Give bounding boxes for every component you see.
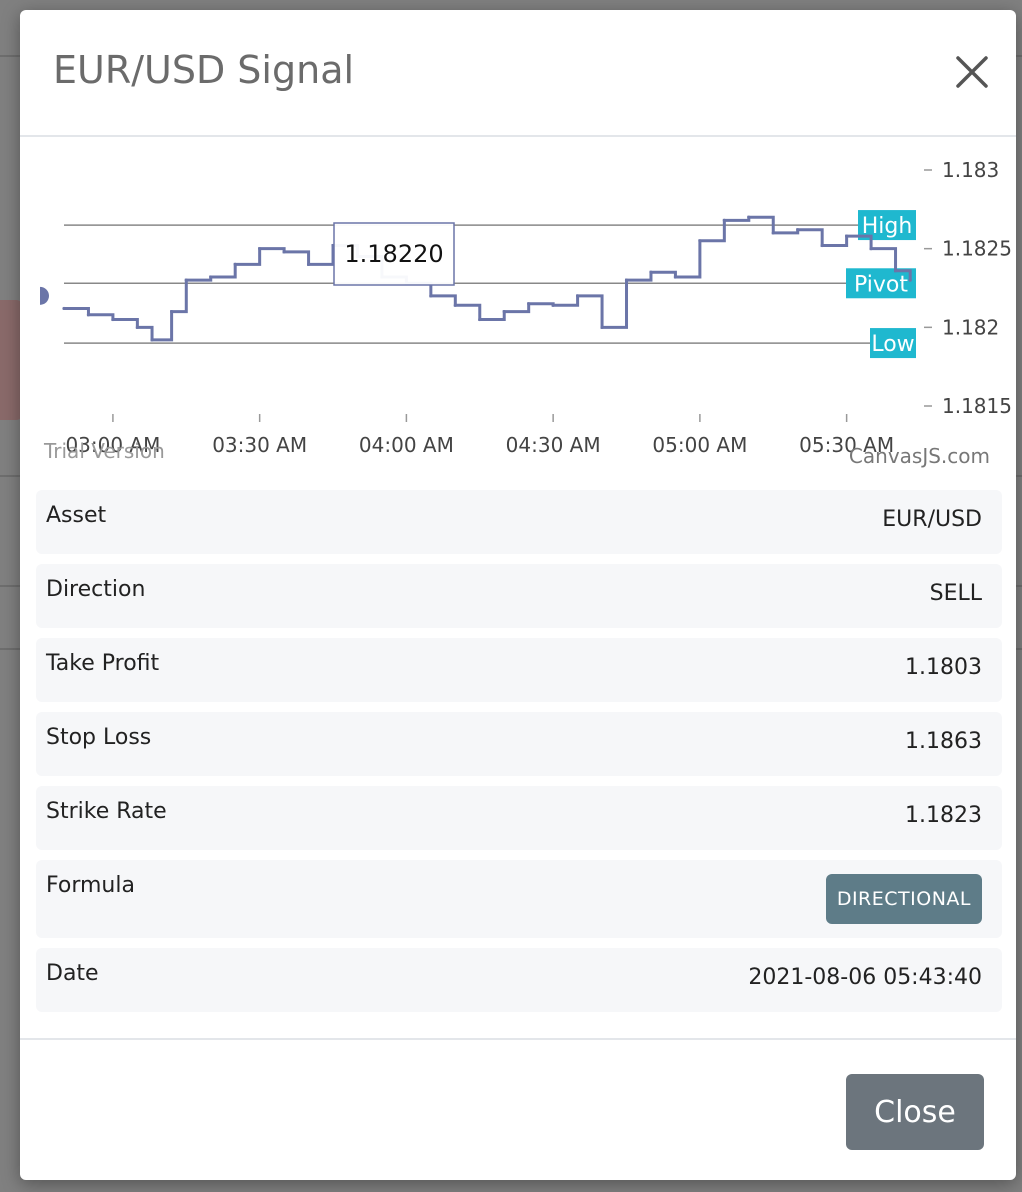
x-tick-label: 05:30 AM xyxy=(799,433,894,457)
chart-svg: 1.183 1.1825 1.182 1.1815 03:00 AM 03:30 AM 04… xyxy=(40,158,1012,468)
detail-value: 1.1823 xyxy=(905,803,982,828)
detail-label: Take Profit xyxy=(46,651,160,676)
guide-label-bg xyxy=(870,328,916,359)
y-tick-label: 1.1825 xyxy=(942,237,1012,261)
detail-row: Date 2021-08-06 05:43:40 xyxy=(36,948,1002,1012)
price-point xyxy=(771,231,775,235)
price-point xyxy=(150,338,154,342)
price-point xyxy=(527,302,531,306)
price-point xyxy=(673,275,678,279)
price-point xyxy=(649,270,653,274)
price-point xyxy=(209,275,213,279)
price-point xyxy=(869,247,873,251)
price-point xyxy=(551,303,555,307)
price-series-line xyxy=(64,215,912,342)
detail-label: Direction xyxy=(46,577,146,602)
highlight-point xyxy=(40,286,49,305)
price-point xyxy=(306,262,311,266)
price-point xyxy=(478,317,482,322)
price-chart: 1.183 1.1825 1.182 1.1815 03:00 AM 03:30 AM 04… xyxy=(40,150,1020,480)
price-point xyxy=(893,269,898,273)
detail-row: Direction SELL xyxy=(36,564,1002,628)
price-point xyxy=(502,310,506,314)
price-point xyxy=(845,234,849,238)
detail-row: Asset EUR/USD xyxy=(36,490,1002,554)
price-point xyxy=(62,306,66,311)
modal-footer: Close xyxy=(20,1038,1016,1182)
signal-details: Asset EUR/USD Direction SELL Take Profit 1.18… xyxy=(36,490,1002,1022)
detail-value: SELL xyxy=(929,581,982,606)
detail-label: Date xyxy=(46,961,99,986)
price-point xyxy=(796,228,800,232)
price-point xyxy=(722,218,726,222)
close-icon[interactable] xyxy=(950,50,994,94)
x-tick-label: 03:30 AM xyxy=(212,433,307,457)
x-tick-label: 04:00 AM xyxy=(359,433,454,457)
price-point xyxy=(429,294,433,298)
price-point xyxy=(170,310,174,314)
guide-label-pivot: Pivot xyxy=(854,272,908,297)
detail-value: 1.1803 xyxy=(905,655,982,680)
formula-badge: DIRECTIONAL xyxy=(825,874,982,924)
tooltip-box xyxy=(333,222,455,286)
price-point xyxy=(747,215,751,219)
detail-value: EUR/USD xyxy=(882,507,982,532)
watermark-canvasjs: CanvasJS.com xyxy=(849,444,990,468)
price-point xyxy=(576,294,580,298)
detail-row: Stop Loss 1.1863 xyxy=(36,712,1002,776)
y-tick-label: 1.182 xyxy=(942,315,999,339)
detail-value: 1.1863 xyxy=(905,729,982,754)
price-point xyxy=(453,303,457,307)
detail-value: 2021-08-06 05:43:40 xyxy=(748,965,982,990)
detail-label: Strike Rate xyxy=(46,799,167,824)
signal-modal: EUR/USD Signal 1.183 1.1825 1.182 1.1815 03:… xyxy=(20,10,1016,1180)
modal-title: EUR/USD Signal xyxy=(53,48,355,92)
y-tick-label: 1.1815 xyxy=(942,394,1012,418)
detail-label: Stop Loss xyxy=(46,725,152,750)
detail-label: Formula xyxy=(46,873,135,898)
price-point xyxy=(111,317,115,322)
modal-header: EUR/USD Signal xyxy=(20,10,1016,137)
x-tick-label: 05:00 AM xyxy=(652,433,747,457)
price-point xyxy=(820,243,824,248)
price-point xyxy=(184,278,188,282)
detail-label: Asset xyxy=(46,503,107,528)
tooltip-value: 1.18220 xyxy=(344,240,443,268)
detail-row: Formula DIRECTIONAL xyxy=(36,860,1002,938)
price-point xyxy=(86,313,91,317)
price-point xyxy=(282,250,286,254)
price-point xyxy=(698,239,702,243)
x-tick-label: 04:30 AM xyxy=(506,433,601,457)
price-point xyxy=(600,325,604,329)
price-point xyxy=(624,278,629,282)
close-button[interactable]: Close xyxy=(846,1074,984,1150)
price-point xyxy=(135,325,139,329)
guide-label-low: Low xyxy=(871,332,914,357)
detail-row: Take Profit 1.1803 xyxy=(36,638,1002,702)
price-point xyxy=(258,247,262,251)
price-point xyxy=(908,278,912,282)
detail-row: Strike Rate 1.1823 xyxy=(36,786,1002,850)
watermark-trial: Trial Version xyxy=(43,439,165,463)
guide-label-bg xyxy=(846,268,916,299)
y-tick-label: 1.183 xyxy=(942,158,999,182)
x-tick-label: 03:00 AM xyxy=(65,433,160,457)
price-point xyxy=(233,262,237,266)
